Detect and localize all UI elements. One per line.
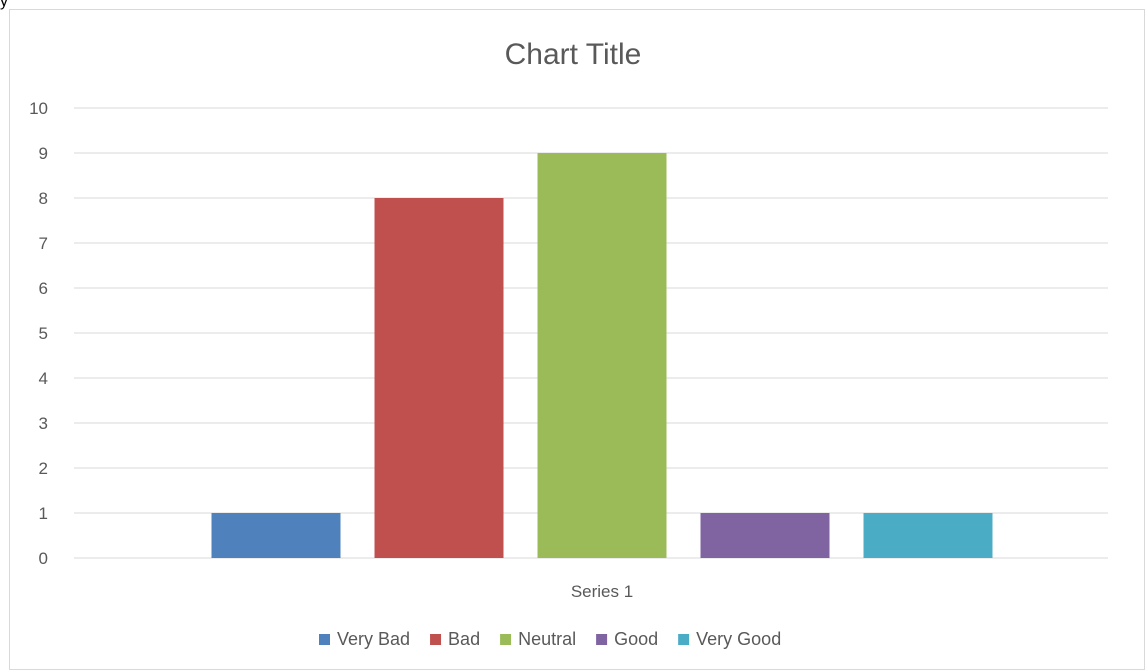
legend-item-good: Good [596,629,658,649]
stray-text: y [0,0,8,10]
legend-swatch [678,634,690,645]
y-tick-label: 3 [39,414,48,433]
legend-label: Very Bad [337,629,410,649]
y-tick-label: 6 [39,279,48,298]
bar-good [700,513,830,558]
y-tick-label: 7 [39,234,48,253]
legend-item-very-bad: Very Bad [319,629,410,649]
y-tick-label: 1 [39,504,48,523]
y-tick-label: 0 [39,549,48,568]
legend-label: Good [614,629,658,649]
legend: Very Bad Bad Neutral Good Very Good [319,629,781,649]
y-tick-label: 10 [29,99,48,118]
legend-item-bad: Bad [430,629,480,649]
legend-label: Very Good [696,629,781,649]
legend-swatch [500,634,512,645]
y-tick-label: 9 [39,144,48,163]
chart-title: Chart Title [505,38,642,71]
y-tick-label: 2 [39,459,48,478]
legend-label: Neutral [518,629,576,649]
x-axis-tick-labels: Series 1 [571,582,633,601]
legend-item-very-good: Very Good [678,629,781,649]
legend-swatch [430,634,442,645]
legend-item-neutral: Neutral [500,629,576,649]
y-axis-tick-labels: 0 1 2 3 4 5 6 7 8 9 10 [29,99,48,568]
y-tick-label: 4 [39,369,48,388]
x-category-label: Series 1 [571,582,633,601]
legend-swatch [596,634,608,645]
bar-very-bad [211,513,341,558]
bar-neutral [537,153,667,558]
bars [211,153,993,558]
y-tick-label: 5 [39,324,48,343]
legend-swatch [319,634,330,645]
bar-very-good [863,513,993,558]
bar-bad [374,198,504,558]
legend-label: Bad [448,629,480,649]
y-tick-label: 8 [39,189,48,208]
